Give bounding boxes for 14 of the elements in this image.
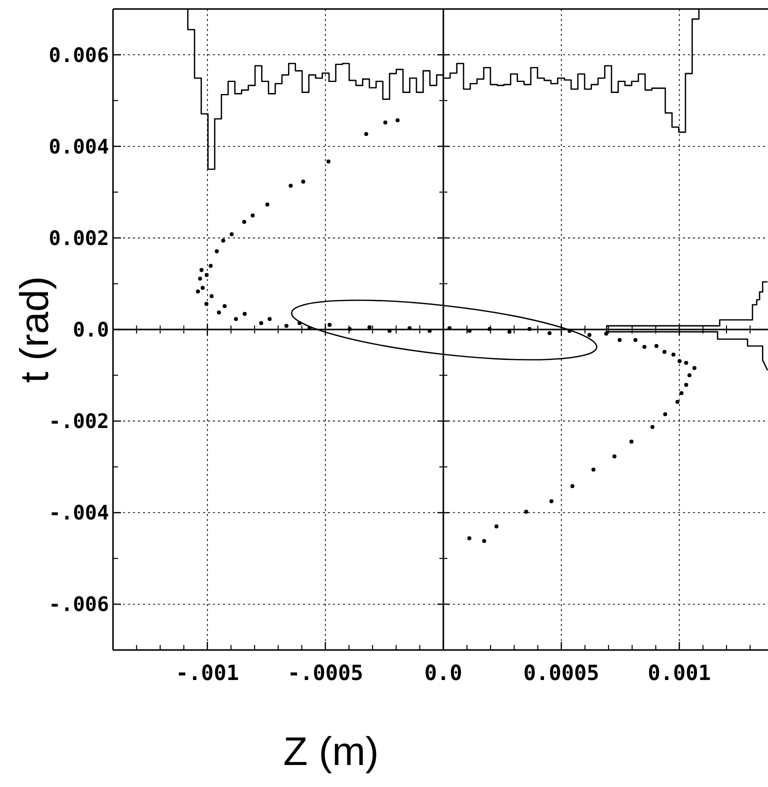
y-axis-title: t (rad) [13,276,57,383]
x-tick-label: 0.0005 [523,661,600,685]
x-tick-label: 0.0 [424,661,462,685]
x-tick-label: 0.001 [648,661,711,685]
x-tick-label: -.001 [176,661,239,685]
x-axis-title: Z (m) [283,730,379,774]
x-tick-label: -.0005 [287,661,364,685]
y-tick-label: 0.006 [48,42,109,67]
y-tick-label: 0.0 [72,318,109,342]
y-tick-label: 0.004 [48,134,109,158]
y-tick-label: -.004 [48,500,109,525]
y-tick-label: 0.002 [48,226,109,250]
y-tick-label: -.002 [48,409,109,434]
y-tick-label: -.006 [48,592,109,616]
